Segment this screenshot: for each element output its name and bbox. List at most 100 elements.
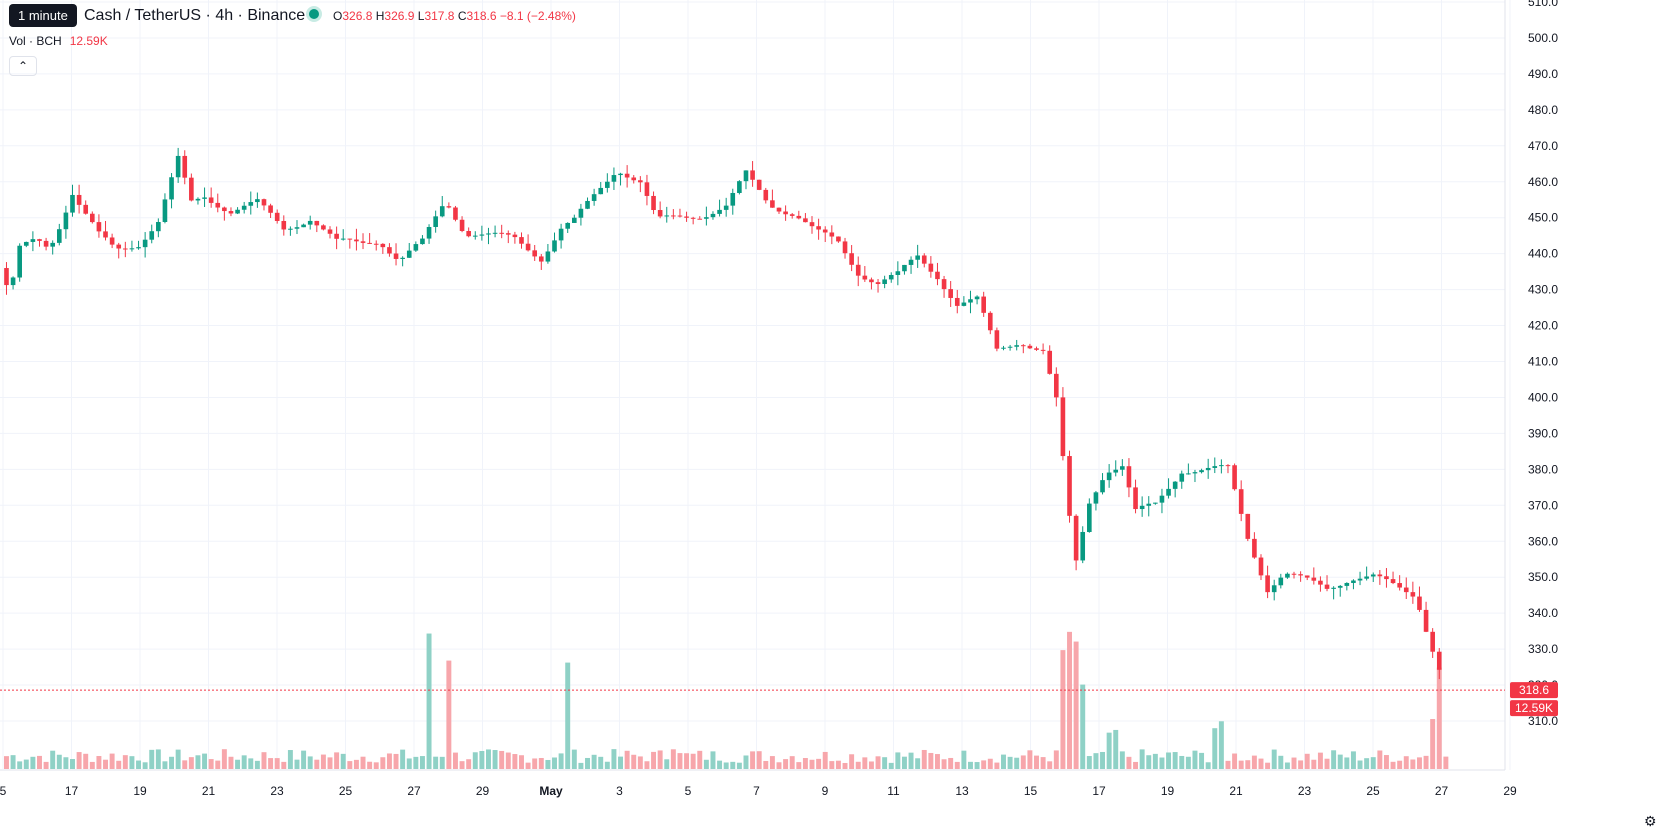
volume-bar [968, 761, 973, 769]
candle-body [235, 209, 240, 214]
volume-bar [750, 751, 756, 769]
candle-body [1179, 473, 1185, 482]
symbol-title[interactable]: Cash / TetherUS · 4h · Binance [84, 7, 306, 24]
volume-bar [1232, 753, 1238, 769]
volume-bar [1390, 761, 1396, 769]
market-status-dot[interactable] [309, 9, 319, 19]
candle-body [307, 220, 313, 225]
candle-body [1225, 465, 1231, 467]
y-tick-label: 500.0 [1528, 31, 1558, 45]
candle-body [552, 240, 557, 252]
candle-body [928, 263, 934, 272]
volume-bar [934, 754, 940, 769]
candle-body [433, 216, 438, 227]
volume-bar [76, 752, 82, 769]
candle-body [855, 264, 861, 276]
volume-bar [307, 756, 313, 769]
candle-body [1139, 505, 1145, 510]
volume-bar [578, 762, 584, 769]
candle-body [175, 155, 181, 178]
volume-bar [783, 759, 789, 769]
open-value: 326.8 [342, 9, 373, 23]
volume-bar [954, 761, 960, 769]
volume-bar [1172, 752, 1178, 769]
volume-bar [776, 762, 782, 769]
candle-body [1291, 573, 1297, 575]
x-tick-label: 5 [685, 784, 692, 798]
volume-bar [829, 761, 835, 769]
candle-body [1370, 574, 1376, 577]
volume-bar [182, 760, 188, 769]
x-tick-label: 11 [887, 784, 900, 798]
candle-body [1344, 582, 1350, 586]
candle-body [1153, 502, 1158, 504]
candle-body [842, 241, 848, 254]
candle-body [1285, 573, 1290, 578]
volume-bar [367, 761, 373, 769]
volume-bar [1423, 755, 1429, 769]
candle-body [505, 233, 511, 235]
candle-body [1172, 481, 1178, 489]
volume-bar [1350, 751, 1356, 769]
volume-bar [1119, 751, 1125, 769]
chevron-up-icon[interactable]: ⌃ [9, 56, 37, 76]
volume-bar [162, 761, 168, 769]
candle-body [1238, 489, 1244, 514]
candle-body [96, 222, 102, 232]
y-tick-label: 400.0 [1528, 390, 1558, 404]
candle-body [103, 231, 108, 238]
candle-body [1166, 488, 1171, 496]
volume-bar [1238, 760, 1244, 769]
volume-bar [37, 755, 42, 769]
candle-body [400, 257, 405, 259]
volume-bar [413, 756, 419, 769]
volume-bar [248, 758, 254, 769]
volume-bar [215, 760, 221, 769]
candle-body [43, 240, 49, 247]
candle-body [763, 189, 769, 201]
x-tick-label: May [539, 784, 563, 798]
candle-body [743, 170, 749, 182]
candle-body [472, 235, 478, 237]
candle-body [704, 217, 709, 219]
volume-bar [591, 754, 597, 769]
volume-bar [360, 756, 366, 769]
x-tick-label: 7 [753, 784, 760, 798]
volume-bar [294, 759, 300, 769]
y-tick-label: 390.0 [1528, 426, 1558, 440]
candle-body [809, 222, 815, 227]
candle-body [921, 255, 927, 264]
candle-body [1212, 466, 1218, 468]
volume-bar [624, 750, 630, 769]
candle-body [1146, 503, 1152, 506]
candle-body [948, 289, 953, 298]
volume-bar [941, 759, 947, 769]
candle-body [248, 202, 254, 206]
volume-bar [301, 750, 307, 769]
volume-legend[interactable]: Vol · BCH 12.59K [9, 34, 108, 48]
y-tick-label: 430.0 [1528, 283, 1558, 297]
x-tick-label: 13 [955, 784, 969, 798]
volume-bar [1093, 753, 1099, 769]
volume-bar [1185, 756, 1191, 769]
volume-bar [604, 761, 610, 769]
candle-body [1436, 651, 1442, 670]
candle-body [512, 234, 518, 238]
candle-body [387, 247, 392, 254]
volume-bar [915, 758, 921, 769]
volume-bar [835, 760, 841, 769]
x-tick-label: 3 [616, 784, 623, 798]
last-volume-tag [1510, 700, 1558, 717]
candle-body [1054, 373, 1059, 398]
candle-body [486, 233, 491, 235]
volume-bar [611, 749, 617, 769]
x-tick-label: 9 [822, 784, 829, 798]
volume-bar [23, 759, 29, 769]
volume-bar [1265, 762, 1271, 769]
gear-icon[interactable]: ⚙ [1644, 813, 1657, 829]
volume-bar [816, 758, 822, 769]
candle-body [684, 216, 689, 218]
volume-bar [1324, 758, 1330, 769]
volume-bar [1053, 750, 1059, 769]
